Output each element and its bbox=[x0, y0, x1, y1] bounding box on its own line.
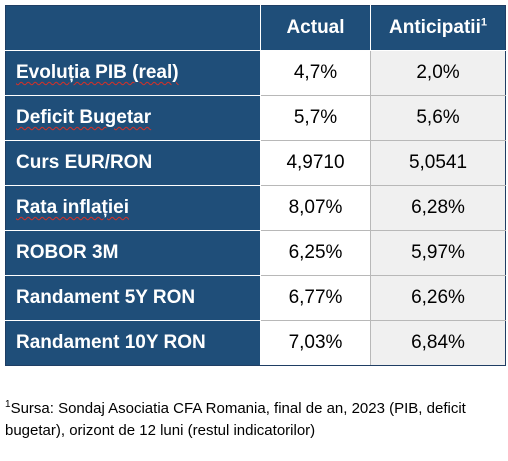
actual-value: 6,77% bbox=[260, 275, 371, 321]
table-row: ROBOR 3M 6,25% 5,97% bbox=[5, 230, 506, 276]
column-header-anticipatii: Anticipatii1 bbox=[370, 5, 506, 51]
header-corner-cell bbox=[5, 5, 261, 51]
anticipated-value: 2,0% bbox=[370, 50, 506, 96]
anticipated-value: 5,6% bbox=[370, 95, 506, 141]
row-label: ROBOR 3M bbox=[5, 230, 261, 276]
actual-value: 4,9710 bbox=[260, 140, 371, 186]
actual-value: 4,7% bbox=[260, 50, 371, 96]
footnote-text: Sursa: Sondaj Asociatia CFA Romania, fin… bbox=[5, 400, 466, 439]
row-label: Rata inflației bbox=[5, 185, 261, 231]
actual-value: 5,7% bbox=[260, 95, 371, 141]
row-label: Deficit Bugetar bbox=[5, 95, 261, 141]
row-label: Randament 10Y RON bbox=[5, 320, 261, 366]
table-row: Randament 10Y RON 7,03% 6,84% bbox=[5, 320, 506, 366]
column-header-actual: Actual bbox=[260, 5, 371, 51]
anticipated-value: 6,28% bbox=[370, 185, 506, 231]
row-label: Randament 5Y RON bbox=[5, 275, 261, 321]
table-row: Curs EUR/RON 4,9710 5,0541 bbox=[5, 140, 506, 186]
row-label: Evoluția PIB (real) bbox=[5, 50, 261, 96]
table-row: Rata inflației 8,07% 6,28% bbox=[5, 185, 506, 231]
anticipated-value: 6,84% bbox=[370, 320, 506, 366]
anticipated-value: 5,0541 bbox=[370, 140, 506, 186]
table-row: Randament 5Y RON 6,77% 6,26% bbox=[5, 275, 506, 321]
anticipated-value: 6,26% bbox=[370, 275, 506, 321]
footnote-number: 1 bbox=[5, 399, 11, 410]
actual-value: 7,03% bbox=[260, 320, 371, 366]
indicators-table: Actual Anticipatii1 Evoluția PIB (real) … bbox=[5, 5, 506, 366]
source-footnote: 1Sursa: Sondaj Asociatia CFA Romania, fi… bbox=[5, 398, 475, 442]
actual-value: 8,07% bbox=[260, 185, 371, 231]
anticipatii-label: Anticipatii bbox=[389, 17, 481, 38]
row-label: Curs EUR/RON bbox=[5, 140, 261, 186]
table-row: Deficit Bugetar 5,7% 5,6% bbox=[5, 95, 506, 141]
actual-value: 6,25% bbox=[260, 230, 371, 276]
table-header-row: Actual Anticipatii1 bbox=[5, 5, 506, 51]
anticipated-value: 5,97% bbox=[370, 230, 506, 276]
footnote-mark: 1 bbox=[480, 16, 487, 29]
table-row: Evoluția PIB (real) 4,7% 2,0% bbox=[5, 50, 506, 96]
